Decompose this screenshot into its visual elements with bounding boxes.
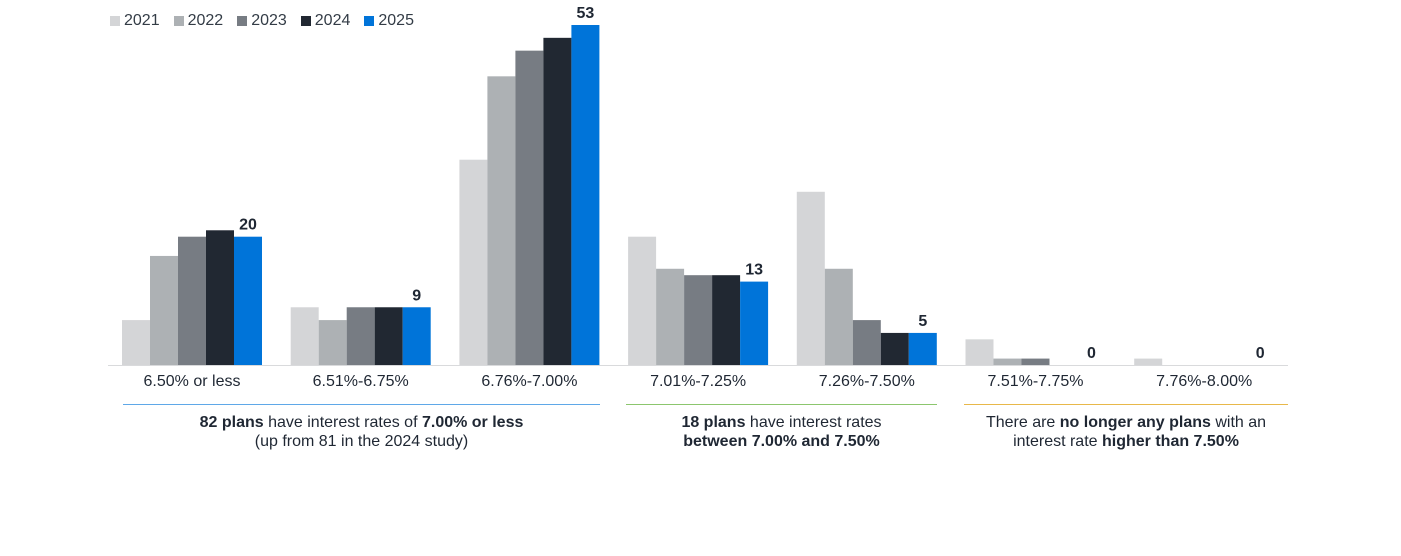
legend-label-2024: 2024 — [314, 12, 351, 29]
legend-swatch-2025 — [364, 16, 375, 26]
category-label-1: 6.51%-6.75% — [313, 373, 409, 390]
legend-label-2022: 2022 — [187, 12, 224, 29]
bar-2021-6 — [1134, 358, 1163, 365]
note-high-rates: There are no longer any plans with an in… — [964, 413, 1288, 451]
bar-2023-3 — [684, 275, 713, 365]
legend-item-2025: 2025 — [364, 12, 414, 30]
data-label-6: 0 — [1256, 345, 1265, 362]
legend-swatch-2024 — [300, 16, 311, 26]
legend-item-2021: 2021 — [110, 12, 160, 30]
bar-2022-0 — [150, 255, 178, 365]
note-low-line2: (up from 81 in the 2024 study) — [254, 433, 469, 450]
bar-2024-0 — [206, 230, 234, 365]
legend-swatch-2021 — [110, 16, 120, 26]
data-label-5: 0 — [1087, 345, 1096, 362]
bar-2024-1 — [374, 307, 403, 365]
category-label-6: 7.76%-8.00% — [1156, 373, 1252, 390]
data-label-1: 9 — [412, 287, 421, 304]
note-low-rates: 82 plans have interest rates of 7.00% or… — [123, 413, 600, 451]
bar-2023-5 — [1021, 358, 1050, 365]
bar-2024-4 — [880, 332, 909, 365]
note-mid-line2: between 7.00% and 7.50% — [683, 433, 880, 450]
bar-2021-4 — [796, 191, 825, 365]
data-label-2: 53 — [577, 5, 595, 22]
note-mid-line1: 18 plans have interest rates — [681, 414, 882, 431]
legend-label-2025: 2025 — [378, 12, 414, 29]
data-label-0: 20 — [239, 217, 257, 234]
bar-2025-1 — [402, 307, 431, 365]
note-line-high — [964, 404, 1288, 405]
bar-2023-2 — [515, 50, 544, 366]
category-label-4: 7.26%-7.50% — [819, 373, 915, 390]
legend-item-2022: 2022 — [173, 12, 224, 30]
bar-2022-1 — [318, 320, 347, 365]
category-label-2: 6.76%-7.00% — [481, 373, 577, 390]
bar-2021-2 — [459, 159, 488, 365]
bar-2022-5 — [993, 358, 1022, 365]
note-line-mid — [626, 404, 937, 405]
bar-2021-0 — [122, 320, 150, 365]
bar-2024-2 — [543, 37, 572, 365]
bar-2022-2 — [487, 76, 516, 366]
note-mid-rates: 18 plans have interest rates between 7.0… — [626, 413, 937, 451]
bar-2021-1 — [290, 307, 319, 365]
bar-2025-3 — [740, 281, 769, 365]
legend-label-2023: 2023 — [251, 12, 287, 29]
bar-2024-3 — [712, 275, 741, 365]
bar-2021-3 — [628, 236, 657, 365]
legend-swatch-2023 — [237, 16, 248, 26]
legend-item-2024: 2024 — [300, 12, 351, 30]
note-high-line1: There are no longer any plans with an — [985, 414, 1267, 431]
note-high-line2: interest rate higher than 7.50% — [1013, 433, 1239, 450]
note-low-line1: 82 plans have interest rates of 7.00% or… — [199, 414, 524, 431]
legend-swatch-2022 — [173, 16, 184, 26]
note-line-low — [123, 404, 600, 405]
bar-2022-3 — [656, 268, 685, 365]
bar-2021-5 — [965, 339, 994, 365]
category-label-5: 7.51%-7.75% — [987, 373, 1083, 390]
legend-item-2023: 2023 — [237, 12, 287, 30]
bar-2023-1 — [346, 307, 375, 365]
bar-2022-4 — [824, 268, 853, 365]
data-label-3: 13 — [745, 262, 763, 279]
bar-2023-4 — [852, 320, 881, 365]
category-label-3: 7.01%-7.25% — [650, 373, 746, 390]
category-label-0: 6.50% or less — [144, 373, 241, 390]
legend-label-2021: 2021 — [124, 12, 160, 29]
chart-legend: 2021 2022 2023 2024 2025 — [110, 12, 414, 30]
bar-2025-2 — [571, 25, 600, 365]
bar-2025-0 — [234, 236, 262, 365]
bar-2025-4 — [908, 332, 937, 365]
data-label-4: 5 — [918, 313, 927, 330]
bar-2023-0 — [178, 236, 206, 365]
